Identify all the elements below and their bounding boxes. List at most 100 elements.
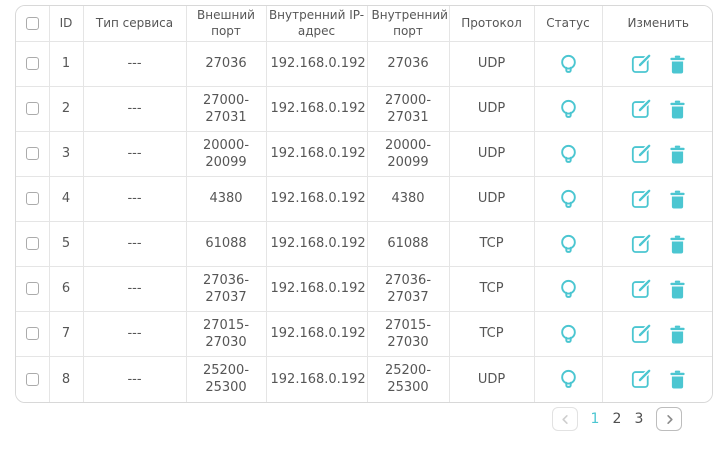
bulb-icon <box>560 369 576 388</box>
row-checkbox[interactable] <box>25 102 39 116</box>
row-id: 2 <box>61 101 71 117</box>
header-modify: Изменить <box>601 5 712 43</box>
edit-button[interactable] <box>631 324 651 344</box>
cell-status <box>533 176 603 223</box>
cell-status <box>533 266 603 313</box>
row-checkbox[interactable] <box>25 282 39 296</box>
edit-button[interactable] <box>631 369 651 389</box>
internal-ip-value: 192.168.0.192 <box>270 371 366 387</box>
cell-modify <box>601 356 712 402</box>
internal-port-value: 25200-25300 <box>384 362 432 396</box>
table-row: 8 --- 25200-25300 192.168.0.192 25200-25… <box>16 356 712 402</box>
edit-button[interactable] <box>631 234 651 254</box>
next-page-button[interactable] <box>656 407 682 431</box>
trash-icon <box>670 325 685 344</box>
page-number-1[interactable]: 1 <box>590 411 600 427</box>
trash-icon <box>670 55 685 74</box>
internal-ip-value: 192.168.0.192 <box>270 281 366 297</box>
edit-icon <box>631 324 651 344</box>
cell-select <box>16 131 50 178</box>
service-type-value: --- <box>127 146 142 162</box>
cell-status <box>533 356 603 402</box>
edit-icon <box>631 54 651 74</box>
cell-protocol: TCP <box>448 266 535 313</box>
edit-button[interactable] <box>631 54 651 74</box>
cell-internal-port: 20000-20099 <box>366 131 450 178</box>
cell-internal-ip: 192.168.0.192 <box>265 221 368 268</box>
external-port-value: 27036-27037 <box>202 272 250 306</box>
edit-button[interactable] <box>631 279 651 299</box>
row-id: 7 <box>61 326 71 342</box>
status-toggle[interactable] <box>557 368 580 391</box>
cell-internal-port: 27000-27031 <box>366 86 450 133</box>
row-checkbox[interactable] <box>25 57 39 71</box>
prev-page-button[interactable] <box>552 407 578 431</box>
external-port-value: 61088 <box>205 236 247 252</box>
status-toggle[interactable] <box>557 323 580 346</box>
external-port-value: 27036 <box>205 56 247 72</box>
chevron-left-icon <box>561 414 568 424</box>
protocol-value: UDP <box>477 191 506 207</box>
status-toggle[interactable] <box>557 188 580 211</box>
edit-button[interactable] <box>631 144 651 164</box>
pagination: 1 2 3 <box>0 407 728 431</box>
external-port-value: 4380 <box>209 191 243 207</box>
page-number-2[interactable]: 2 <box>612 411 622 427</box>
cell-internal-ip: 192.168.0.192 <box>265 176 368 223</box>
header-internal-port: Внутренний порт <box>366 5 450 43</box>
header-protocol: Протокол <box>448 5 535 43</box>
internal-port-value: 27015-27030 <box>384 317 432 351</box>
internal-port-value: 27000-27031 <box>384 92 432 126</box>
cell-service-type: --- <box>82 176 187 223</box>
delete-button[interactable] <box>669 100 686 119</box>
protocol-value: TCP <box>479 281 504 297</box>
row-checkbox[interactable] <box>25 237 39 251</box>
delete-button[interactable] <box>669 145 686 164</box>
bulb-icon <box>560 324 576 343</box>
trash-icon <box>670 100 685 119</box>
cell-internal-ip: 192.168.0.192 <box>265 41 368 88</box>
internal-ip-value: 192.168.0.192 <box>270 191 366 207</box>
delete-button[interactable] <box>669 325 686 344</box>
row-checkbox[interactable] <box>25 192 39 206</box>
trash-icon <box>670 370 685 389</box>
status-toggle[interactable] <box>557 278 580 301</box>
edit-button[interactable] <box>631 99 651 119</box>
row-checkbox[interactable] <box>25 147 39 161</box>
port-forwarding-table: ID Тип сервиса Внешний порт Внутренний I… <box>15 5 713 403</box>
internal-port-value: 4380 <box>391 191 425 207</box>
delete-button[interactable] <box>669 370 686 389</box>
cell-protocol: UDP <box>448 356 535 402</box>
service-type-value: --- <box>127 281 142 297</box>
cell-protocol: TCP <box>448 311 535 358</box>
cell-service-type: --- <box>82 311 187 358</box>
table-row: 5 --- 61088 192.168.0.192 61088 TCP <box>16 221 712 268</box>
cell-service-type: --- <box>82 221 187 268</box>
external-port-value: 20000-20099 <box>202 137 250 171</box>
protocol-value: TCP <box>479 236 504 252</box>
status-toggle[interactable] <box>557 98 580 121</box>
status-toggle[interactable] <box>557 233 580 256</box>
header-external-port: Внешний порт <box>185 5 267 43</box>
edit-button[interactable] <box>631 189 651 209</box>
header-id: ID <box>48 5 84 43</box>
delete-button[interactable] <box>669 235 686 254</box>
status-toggle[interactable] <box>557 53 580 76</box>
delete-button[interactable] <box>669 55 686 74</box>
cell-protocol: UDP <box>448 86 535 133</box>
select-all-checkbox[interactable] <box>25 16 39 30</box>
cell-protocol: TCP <box>448 221 535 268</box>
row-checkbox[interactable] <box>25 327 39 341</box>
cell-modify <box>601 86 712 133</box>
service-type-value: --- <box>127 101 142 117</box>
row-checkbox[interactable] <box>25 372 39 386</box>
cell-id: 4 <box>48 176 84 223</box>
bulb-icon <box>560 279 576 298</box>
page-number-3[interactable]: 3 <box>634 411 644 427</box>
internal-ip-value: 192.168.0.192 <box>270 101 366 117</box>
delete-button[interactable] <box>669 190 686 209</box>
cell-external-port: 27000-27031 <box>185 86 267 133</box>
delete-button[interactable] <box>669 280 686 299</box>
status-toggle[interactable] <box>557 143 580 166</box>
edit-icon <box>631 189 651 209</box>
